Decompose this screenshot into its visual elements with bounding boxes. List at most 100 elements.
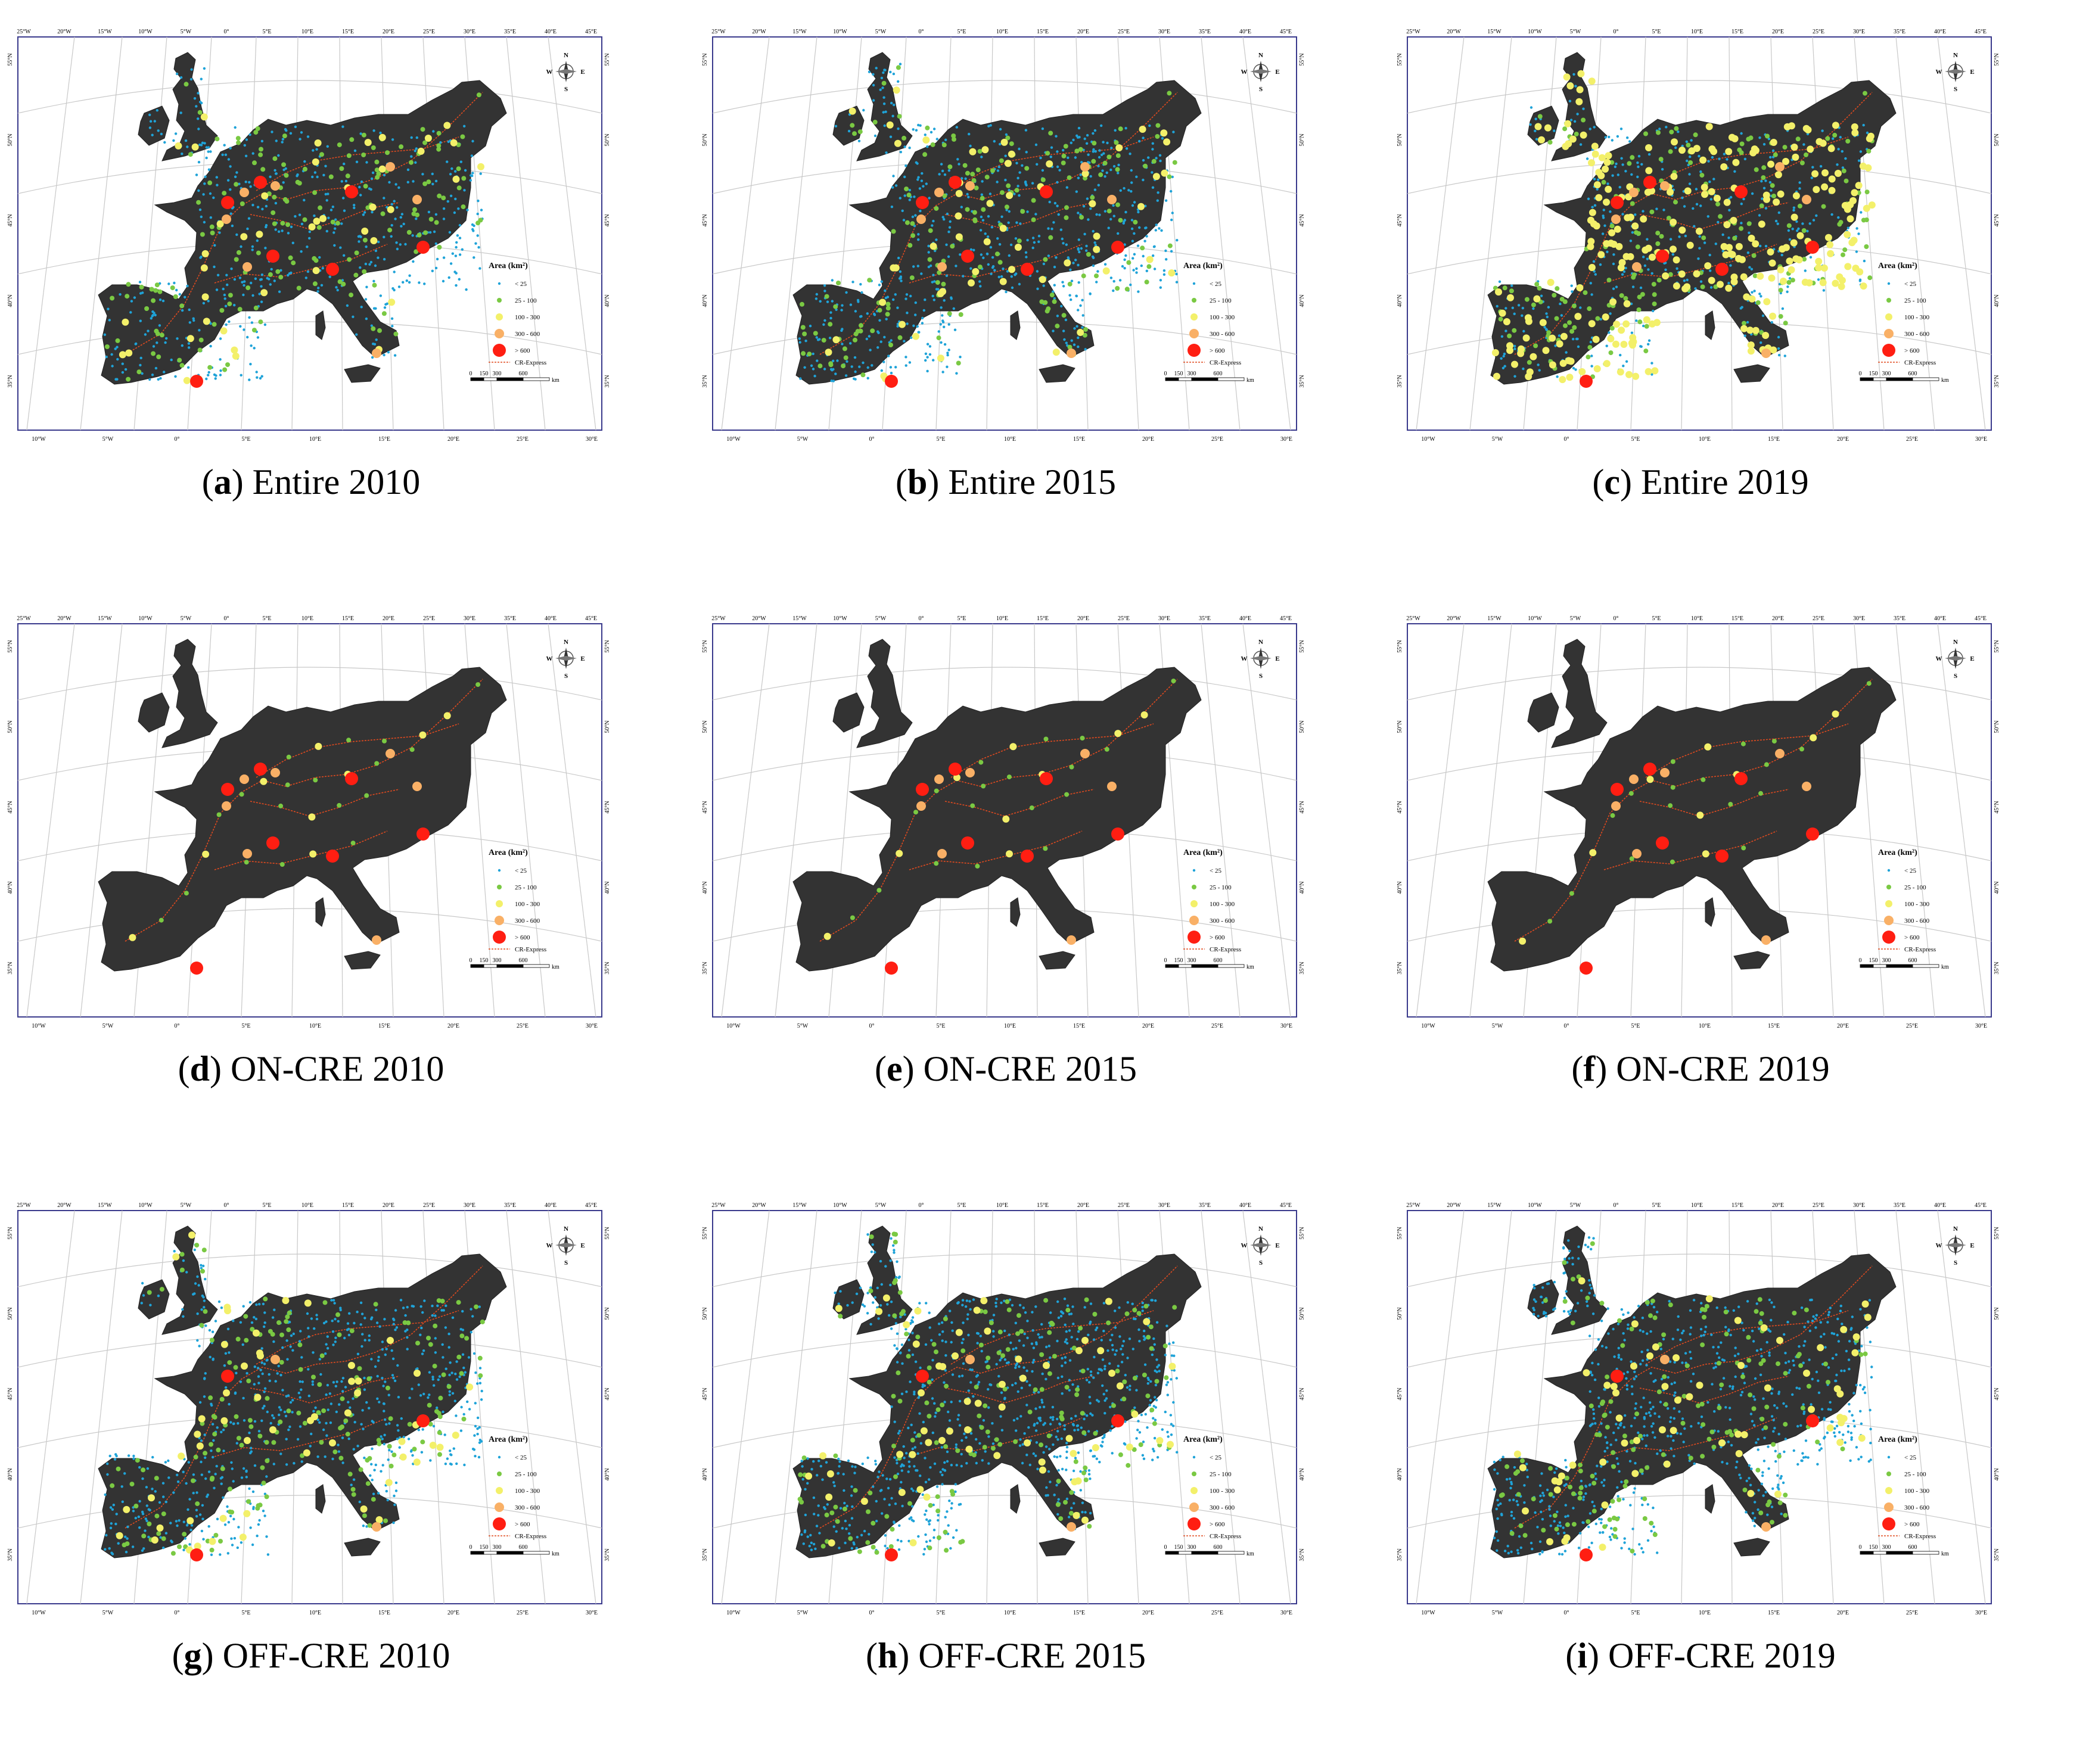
urban-area-point <box>1802 782 1811 791</box>
urban-area-point <box>1868 201 1876 209</box>
bottom-lon-label: 20°E <box>447 436 459 441</box>
urban-area-point <box>880 1283 883 1286</box>
urban-area-point <box>1834 170 1842 177</box>
urban-area-point <box>251 152 254 155</box>
urban-area-point <box>1109 276 1113 279</box>
urban-area-point <box>172 1253 180 1261</box>
urban-area-point <box>1645 244 1652 252</box>
urban-area-point <box>905 293 909 296</box>
urban-area-point <box>1089 175 1092 178</box>
urban-area-point <box>1127 189 1130 192</box>
urban-area-point <box>1103 1367 1106 1371</box>
urban-area-point <box>1063 1427 1066 1431</box>
urban-area-point <box>1611 783 1624 796</box>
urban-area-point <box>1527 360 1532 365</box>
urban-area-point <box>955 233 963 241</box>
urban-area-point <box>209 1442 214 1447</box>
urban-area-point <box>1080 161 1083 164</box>
urban-area-point <box>1739 141 1745 147</box>
urban-area-point <box>1806 229 1809 233</box>
urban-area-point <box>960 1464 963 1468</box>
urban-area-point <box>1031 182 1034 185</box>
urban-area-point <box>1129 1385 1131 1387</box>
urban-area-point <box>1574 313 1582 321</box>
lat-label: 45°N <box>604 214 611 226</box>
urban-area-point <box>235 171 238 174</box>
urban-area-point <box>136 369 142 375</box>
urban-area-point <box>210 1553 213 1556</box>
scale-unit: km <box>552 1551 559 1557</box>
urban-area-point <box>1000 138 1008 146</box>
lat-label: 50°N <box>1994 720 2000 733</box>
urban-area-point <box>1565 351 1568 354</box>
urban-area-point <box>320 284 324 287</box>
urban-area-point <box>480 1319 485 1324</box>
urban-area-point <box>879 88 882 91</box>
urban-area-point <box>859 323 863 328</box>
corsica-shape <box>315 1484 326 1514</box>
urban-area-point <box>1077 1428 1080 1432</box>
urban-area-point <box>458 1375 461 1379</box>
urban-area-point <box>817 363 823 369</box>
urban-area-point <box>244 860 249 865</box>
urban-area-point <box>841 343 844 346</box>
urban-area-point <box>385 1423 388 1426</box>
urban-area-point <box>950 1321 953 1324</box>
urban-area-point <box>833 1485 836 1488</box>
urban-area-point <box>334 1318 337 1321</box>
urban-area-point <box>859 283 862 286</box>
urban-area-point <box>141 1513 145 1516</box>
urban-area-point <box>474 1455 477 1458</box>
sicily-shape <box>1733 951 1770 970</box>
urban-area-point <box>1544 124 1552 132</box>
urban-area-point <box>1522 367 1525 371</box>
urban-area-point <box>964 177 967 181</box>
urban-area-point <box>977 265 983 270</box>
top-lon-label: 30°E <box>464 29 475 35</box>
urban-area-point <box>1567 320 1572 325</box>
urban-area-point <box>894 293 897 296</box>
urban-area-point <box>198 1345 201 1348</box>
urban-area-point <box>458 223 462 227</box>
scale-segment <box>1873 377 1887 381</box>
urban-area-point <box>1102 1393 1105 1396</box>
urban-area-point <box>350 841 356 846</box>
urban-area-point <box>930 130 933 134</box>
urban-area-point <box>932 298 935 301</box>
urban-area-point <box>329 1439 336 1446</box>
lat-label: 40°N <box>1994 881 2000 894</box>
urban-area-point <box>1075 325 1078 328</box>
urban-area-point <box>324 192 327 196</box>
urban-area-point <box>1022 1366 1025 1369</box>
urban-area-point <box>263 1387 267 1390</box>
urban-area-point <box>308 237 311 240</box>
urban-area-point <box>1039 299 1044 304</box>
urban-area-point <box>1608 229 1615 237</box>
urban-area-point <box>1593 270 1596 273</box>
urban-area-point <box>803 366 806 369</box>
urban-area-point <box>431 182 434 186</box>
urban-area-point <box>989 245 993 249</box>
urban-area-point <box>962 1337 965 1341</box>
urban-area-point <box>1605 152 1612 160</box>
legend-label: < 25 <box>515 281 527 288</box>
urban-area-point <box>416 1414 430 1427</box>
urban-area-point <box>1119 189 1122 192</box>
urban-area-point <box>841 304 844 307</box>
urban-area-point <box>248 378 251 381</box>
urban-area-point <box>1503 352 1506 356</box>
urban-area-point <box>1652 309 1655 313</box>
urban-area-point <box>208 1395 213 1401</box>
urban-area-point <box>393 200 396 203</box>
urban-area-point <box>1513 375 1516 378</box>
urban-area-point <box>145 1504 148 1507</box>
urban-area-point <box>1839 136 1842 139</box>
urban-area-point <box>290 225 293 228</box>
urban-area-point <box>1588 127 1591 130</box>
urban-area-point <box>1693 270 1701 278</box>
urban-area-point <box>319 152 324 157</box>
urban-area-point <box>952 307 955 310</box>
urban-area-point <box>880 1489 883 1492</box>
urban-area-point <box>821 338 826 343</box>
urban-area-point <box>899 63 902 66</box>
